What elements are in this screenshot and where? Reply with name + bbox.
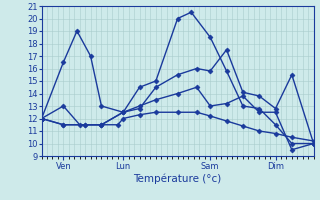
X-axis label: Température (°c): Température (°c) [133, 173, 222, 184]
